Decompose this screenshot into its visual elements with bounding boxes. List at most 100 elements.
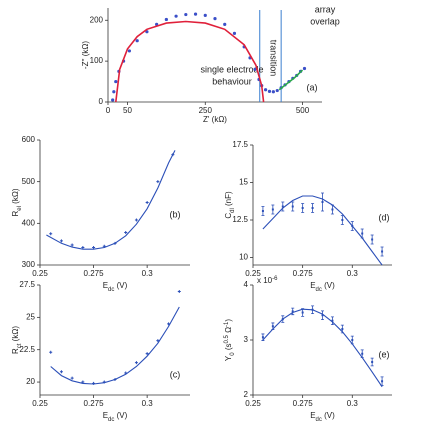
label-part: (kΩ) [11,188,20,206]
label-part: Y [224,355,233,361]
data-point [381,380,384,383]
data-point [145,30,149,34]
label-part: Ω [224,327,233,335]
y-tick-label: 300 [22,260,36,269]
data-point [49,350,53,354]
y-tick-label: 2 [244,390,249,399]
x-tick-label: 0.275 [84,399,105,408]
label-part: (nF) [224,191,233,208]
annotation: (d) [379,212,390,222]
data-point [213,17,217,21]
data-point [70,376,74,380]
annotation: transition [269,40,279,77]
data-point [134,218,138,222]
label-part: dc [316,287,322,293]
data-point [81,246,85,249]
y-axis-label: Rct (kΩ) [11,326,22,354]
data-point [361,232,364,235]
x-tick-label: 0.275 [293,399,314,408]
data-point [291,205,294,208]
y-tick-label: 200 [90,15,104,24]
y-tick-label: 12.5 [232,215,248,224]
label-part: (V) [114,281,127,290]
data-point [156,339,160,343]
label-part: 0 [230,352,236,356]
fit-line [262,195,383,266]
fit-line [50,306,180,385]
y-tick-label: 600 [22,135,36,144]
data-point [361,352,364,355]
data-point [134,361,138,365]
y-tick-label: 22.5 [19,345,35,354]
y-tick-label: 4 [244,280,249,289]
data-point [271,90,275,94]
data-point [223,22,227,26]
data-point [135,39,139,43]
data-point [127,49,131,53]
fit-line [46,150,176,250]
x-tick-label: 0.25 [32,269,48,278]
data-point [184,12,188,17]
label-part: (V) [322,411,335,420]
label-part: -Z'' (kΩ) [81,41,90,69]
data-point [275,88,279,93]
y-tick-label: 0 [99,97,104,106]
x-tick-label: 0.3 [142,399,154,408]
label-part: ct [17,343,23,348]
y-tick-label: 3 [244,335,249,344]
data-point [371,238,374,241]
label-part: 0.5 [224,334,230,343]
y-tick-label: 500 [22,177,36,186]
data-point [351,339,354,341]
data-point [164,17,168,22]
label-part: R [11,210,20,216]
data-point [92,246,96,249]
label-part: (s [224,343,233,352]
data-point [59,370,63,374]
x-tick-label: 0.275 [293,269,314,278]
data-point [331,319,334,322]
x-axis-label: Z' (kΩ) [203,115,227,124]
y-axis-label: Cdl (nF) [224,191,235,219]
data-point [174,14,178,18]
label-part: Z' (kΩ) [203,115,227,124]
y-tick-label: 15 [239,178,248,187]
data-point [341,328,344,330]
data-point [271,325,274,328]
y-axis-label: Rel (kΩ) [11,188,22,216]
label-part: dc [108,417,114,423]
label-part: (kΩ) [11,326,20,344]
fit-line [115,20,265,103]
label-part: dl [230,208,236,213]
annotation: overlap [310,16,340,26]
data-point [302,66,307,71]
fit-line [262,308,383,388]
x-axis-label: Edc (V) [103,411,128,422]
label-part: -6 [272,276,278,282]
y-tick-label: 20 [26,377,35,386]
label-part: ) [224,319,233,322]
x-tick-label: 0.3 [347,269,359,278]
data-point [193,12,198,16]
annotation: (c) [170,369,181,379]
annotation: (b) [170,209,181,219]
data-point [381,250,384,253]
x-tick-label: 0.275 [84,269,105,278]
label-part: E [103,281,108,290]
data-point [145,352,149,356]
data-point [70,243,74,247]
data-point [301,311,304,314]
label-part: -1 [224,321,230,327]
x-tick-label: 0.3 [142,269,154,278]
data-point [203,13,207,17]
data-point [156,180,160,184]
y-tick-label: 25 [26,312,35,321]
y-axis-label: Y0 (s0.5 Ω-1) [224,319,236,361]
x-tick-label: 250 [199,106,213,115]
data-point [271,208,274,211]
y-tick-label: 100 [90,56,104,65]
x-tick-label: 500 [296,106,310,115]
data-point [267,89,272,93]
data-point [371,361,374,363]
